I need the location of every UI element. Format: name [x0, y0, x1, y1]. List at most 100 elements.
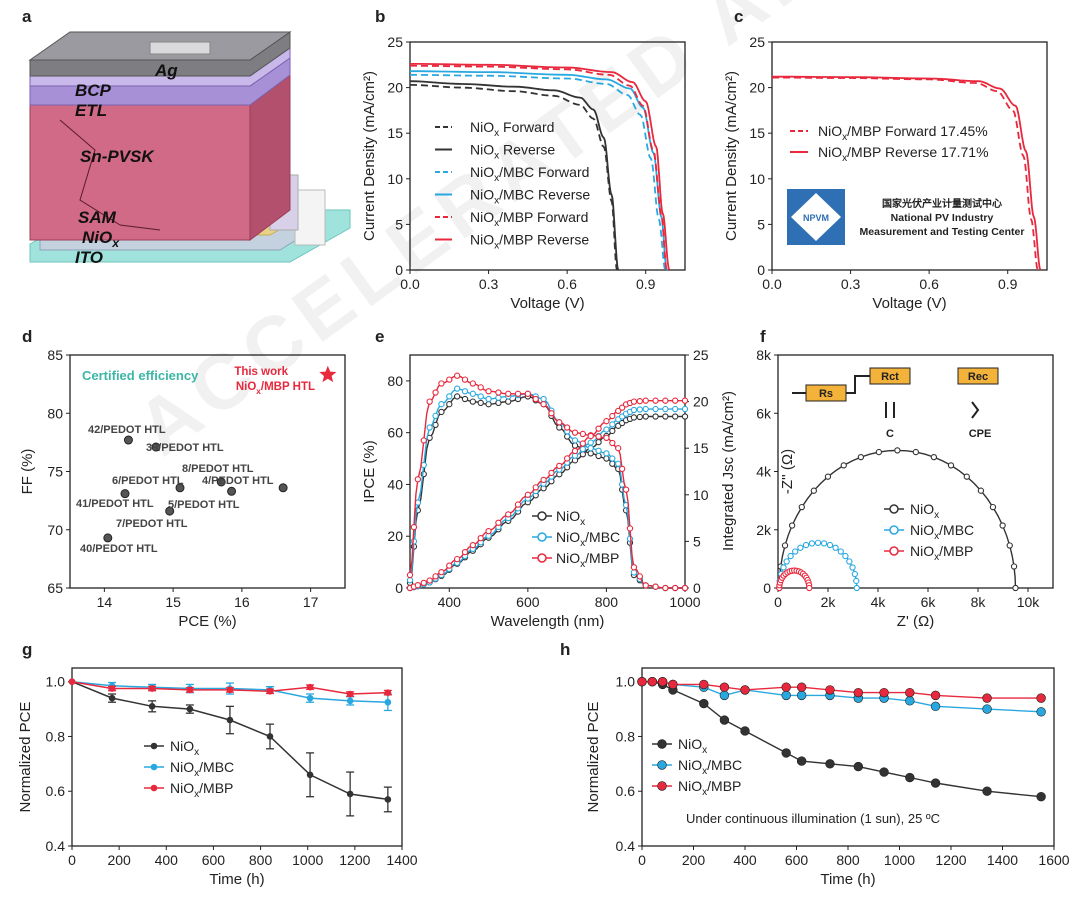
- nyquist-marker: [780, 564, 787, 571]
- label-part: NiO: [170, 738, 194, 754]
- circuit-label: C: [886, 428, 894, 440]
- ipce-marker: [603, 434, 610, 441]
- ipce-marker: [432, 412, 439, 419]
- y-tick-label: 85: [47, 347, 63, 363]
- y-tick-label: 20: [387, 528, 403, 544]
- ipce-marker: [630, 569, 638, 576]
- data-point: [905, 772, 915, 783]
- ipce-marker: [579, 430, 587, 438]
- layer-label: Sn-PVSK: [80, 147, 155, 166]
- x-tick-label: 6k: [921, 594, 937, 610]
- plot-frame: [409, 41, 686, 271]
- data-point: [930, 690, 941, 701]
- x-axis-label: Time (h): [820, 871, 875, 888]
- data-point: [740, 726, 750, 736]
- ipce-marker: [615, 460, 622, 467]
- data-point: [226, 686, 234, 694]
- data-point: [930, 701, 941, 712]
- label-part: /MBP: [707, 778, 741, 794]
- ipce-marker: [609, 460, 616, 467]
- nyquist-marker: [1006, 542, 1013, 549]
- label-part: /MBP: [199, 780, 233, 796]
- y2-tick-label: 10: [693, 487, 709, 503]
- label-part: /MBP: [939, 543, 973, 559]
- ipce-marker: [495, 389, 502, 396]
- nyquist-arc: [778, 449, 1017, 589]
- x-tick-label: 800: [249, 852, 273, 868]
- y-tick-label: 15: [749, 125, 765, 141]
- y-tick-label: 40: [387, 476, 403, 492]
- data-point-label: 40/PEDOT HTL: [80, 543, 158, 555]
- label-subscript: x: [580, 538, 585, 549]
- x-tick-label: 1600: [1038, 852, 1069, 868]
- panel-letter-h: h: [560, 640, 570, 659]
- panel-h: 0 200 400 600 800 1000 1200 1400 1600 0.4 0.6 0.8 1.…: [585, 667, 1070, 888]
- data-point: [879, 687, 889, 698]
- equivalent-circuit: Rs Rct Rec C CPE: [792, 367, 999, 440]
- data-point: [719, 690, 730, 701]
- ipce-marker: [495, 399, 502, 407]
- ipce-marker: [630, 564, 638, 571]
- nyquist-marker: [963, 473, 970, 480]
- legend-label: NiOx/MBP: [678, 778, 741, 798]
- stability-line: [642, 681, 1042, 699]
- label-subscript: x: [194, 768, 199, 779]
- y-tick-label: 0.8: [616, 728, 636, 744]
- y-tick-label: 20: [387, 80, 403, 96]
- data-point: [346, 690, 354, 698]
- data-point-label: 39/PEDOT HTL: [146, 442, 224, 454]
- panel-letter-e: e: [375, 327, 384, 346]
- label-part: NiO: [678, 736, 702, 752]
- ipce-marker: [485, 388, 492, 395]
- nyquist-marker: [810, 487, 817, 494]
- jsc-marker: [672, 397, 679, 404]
- ipce-marker: [556, 424, 563, 431]
- logo-name-line2: Measurement and Testing Center: [860, 226, 1025, 238]
- x-axis-label: Voltage (V): [510, 295, 584, 312]
- ipce-marker: [662, 584, 669, 592]
- panel-g: 0 200 400 600 800 1000 1200 1400 0.4 0.6 0.8 1.0 Tim…: [17, 667, 418, 888]
- panel-c: 0.0 0.3 0.6 0.9 0 5 10 15 20 25 Voltage (V) Current…: [723, 34, 1048, 312]
- jsc-marker: [636, 413, 643, 421]
- circuit-label: CPE: [969, 428, 992, 440]
- x-tick-label: 0.6: [557, 276, 577, 292]
- layer-label: ETL: [75, 101, 107, 120]
- x-tick-label: 200: [107, 852, 131, 868]
- data-point: [719, 715, 730, 725]
- jsc-marker: [587, 439, 594, 446]
- data-point: [796, 682, 807, 692]
- jsc-marker: [595, 438, 602, 446]
- x-tick-label: 1200: [935, 852, 966, 868]
- x-tick-label: 0: [638, 852, 646, 868]
- condition-annotation: Under continuous illumination (1 sun), 2…: [686, 811, 940, 826]
- legend-marker: [537, 511, 547, 521]
- ipce-marker: [453, 393, 461, 400]
- jsc-marker: [615, 407, 622, 415]
- x-tick-label: 600: [202, 852, 226, 868]
- label-subscript: x: [934, 510, 939, 521]
- data-point: [186, 705, 194, 713]
- label-part: NiO: [818, 144, 842, 160]
- data-point: [781, 682, 791, 692]
- ipce-marker: [461, 395, 469, 403]
- data-point: [108, 685, 116, 692]
- legend-label: NiOx/MBC Reverse: [470, 187, 590, 207]
- nyquist-marker: [930, 453, 938, 461]
- jsc-marker: [469, 541, 477, 549]
- x-axis-label: Z' (Ω): [897, 613, 934, 630]
- layer-label: Ag: [154, 61, 178, 80]
- nyquist-marker: [788, 522, 796, 529]
- nyquist-marker: [792, 548, 799, 555]
- label-subscript: x: [934, 531, 939, 542]
- panel-b: 0.0 0.3 0.6 0.9 0 5 10 15 20 25 Voltage (V) Current…: [361, 34, 686, 312]
- data-point: [346, 790, 354, 798]
- label-subscript: x: [194, 789, 199, 800]
- x-tick-label: 800: [836, 852, 860, 868]
- legend-label: NiOx/MBP: [556, 550, 619, 570]
- jv-curve: [409, 64, 668, 271]
- jsc-line: [409, 400, 685, 589]
- ipce-marker: [595, 452, 602, 460]
- label-subscript: x: [494, 218, 499, 229]
- jsc-marker: [662, 397, 669, 404]
- jsc-marker: [609, 412, 616, 420]
